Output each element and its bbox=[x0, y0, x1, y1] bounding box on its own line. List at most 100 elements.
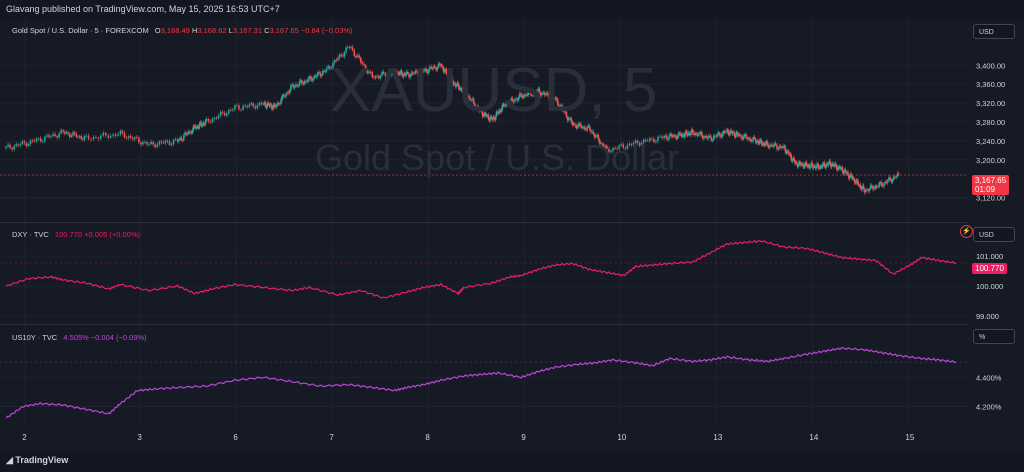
candle-body bbox=[87, 135, 90, 139]
candle-body bbox=[715, 135, 717, 137]
candle-body bbox=[582, 126, 585, 128]
candle-body bbox=[219, 111, 222, 116]
candle-body bbox=[97, 137, 100, 139]
candle-body bbox=[325, 68, 328, 72]
candle-body bbox=[450, 77, 453, 79]
candle-body bbox=[773, 143, 776, 146]
candle-body bbox=[759, 139, 762, 141]
candle-body bbox=[680, 134, 683, 137]
candle-body bbox=[493, 117, 495, 119]
candle-body bbox=[328, 66, 331, 69]
candle-body bbox=[810, 162, 813, 166]
candle-body bbox=[862, 185, 865, 190]
candle-body bbox=[689, 134, 692, 135]
candle-body bbox=[481, 112, 484, 117]
candle-body bbox=[80, 136, 83, 140]
candle-body bbox=[808, 165, 810, 167]
candle-body bbox=[234, 105, 236, 110]
candle-body bbox=[674, 135, 676, 137]
candle-body bbox=[407, 71, 409, 74]
candle-body bbox=[56, 136, 58, 138]
candle-body bbox=[597, 134, 600, 140]
candle-body bbox=[25, 143, 28, 147]
candle-body bbox=[702, 137, 705, 139]
candle-body bbox=[828, 160, 831, 164]
candle-body bbox=[557, 99, 559, 106]
chart-area[interactable]: 3,400.00 3,360.00 3,320.00 3,280.00 3,240.00… bbox=[0, 19, 1024, 452]
candle-body bbox=[440, 64, 442, 67]
candle-body bbox=[381, 71, 383, 76]
candle-body bbox=[610, 151, 612, 153]
candle-body bbox=[730, 130, 732, 132]
us10y-axis-unit[interactable]: % bbox=[973, 329, 1015, 344]
candle-body bbox=[458, 84, 460, 90]
candle-body bbox=[797, 165, 800, 167]
candle-body bbox=[460, 88, 463, 91]
candle-body bbox=[839, 166, 841, 169]
candle-body bbox=[676, 135, 679, 139]
candle-body bbox=[379, 75, 382, 79]
candle-body bbox=[749, 138, 752, 142]
candle-body bbox=[200, 122, 203, 126]
candle-body bbox=[889, 177, 891, 180]
candle-body bbox=[602, 143, 605, 148]
gold-last-price-value: 3,167.65 bbox=[975, 176, 1007, 185]
candle-body bbox=[29, 140, 32, 144]
candle-body bbox=[685, 131, 688, 133]
pane-separator[interactable] bbox=[0, 324, 968, 325]
candle-body bbox=[453, 83, 455, 85]
candle-body bbox=[179, 137, 181, 140]
candle-body bbox=[856, 180, 858, 181]
candle-body bbox=[534, 92, 537, 93]
candle-body bbox=[770, 144, 772, 146]
candle-body bbox=[266, 106, 268, 108]
gold-axis-unit[interactable]: USD bbox=[973, 24, 1015, 39]
candle-body bbox=[751, 140, 753, 142]
candle-body bbox=[888, 177, 890, 181]
candle-body bbox=[445, 69, 448, 75]
candle-body bbox=[821, 164, 824, 168]
gold-open: 3,168.49 bbox=[160, 26, 190, 35]
candle-body bbox=[306, 81, 308, 83]
candle-body bbox=[7, 144, 9, 147]
candle-body bbox=[691, 129, 694, 133]
lightning-icon[interactable]: ⚡ bbox=[960, 225, 973, 238]
candle-body bbox=[833, 165, 835, 166]
candle-body bbox=[58, 133, 60, 138]
candle-body bbox=[397, 72, 400, 74]
candle-body bbox=[244, 105, 246, 107]
candle-body bbox=[202, 123, 204, 126]
chart-svg[interactable]: 3,400.00 3,360.00 3,320.00 3,280.00 3,240.00… bbox=[0, 19, 1024, 452]
candle-body bbox=[488, 118, 490, 121]
candle-body bbox=[571, 122, 574, 126]
candle-body bbox=[404, 74, 407, 76]
candle-body bbox=[799, 162, 802, 165]
candle-body bbox=[486, 114, 489, 116]
candle-body bbox=[527, 91, 530, 96]
candle-body bbox=[653, 139, 655, 143]
candle-body bbox=[803, 163, 806, 168]
candle-body bbox=[599, 143, 602, 145]
candle-body bbox=[830, 165, 833, 167]
candle-body bbox=[440, 66, 443, 67]
candle-body bbox=[410, 72, 413, 76]
pane-separator[interactable] bbox=[0, 222, 968, 223]
candle-body bbox=[495, 111, 498, 117]
dxy-series-line bbox=[5, 239, 957, 299]
tradingview-logo: ◢ TradingView bbox=[6, 455, 69, 465]
dxy-legend: DXY · TVC 100.770 +0.005 (+0.00%) bbox=[12, 230, 140, 239]
candle-body bbox=[880, 182, 883, 186]
candle-body bbox=[454, 83, 457, 87]
candle-body bbox=[189, 131, 191, 133]
candle-body bbox=[474, 103, 476, 109]
candle-body bbox=[184, 132, 186, 136]
candle-body bbox=[763, 143, 765, 144]
y-tick-label: 3,200.00 bbox=[976, 156, 1005, 165]
candle-body bbox=[809, 165, 812, 169]
candle-body bbox=[445, 69, 447, 71]
candle-body bbox=[690, 131, 692, 135]
candle-body bbox=[364, 65, 367, 71]
candle-body bbox=[564, 111, 567, 113]
dxy-axis-unit[interactable]: USD bbox=[973, 227, 1015, 242]
candle-body bbox=[13, 146, 15, 150]
